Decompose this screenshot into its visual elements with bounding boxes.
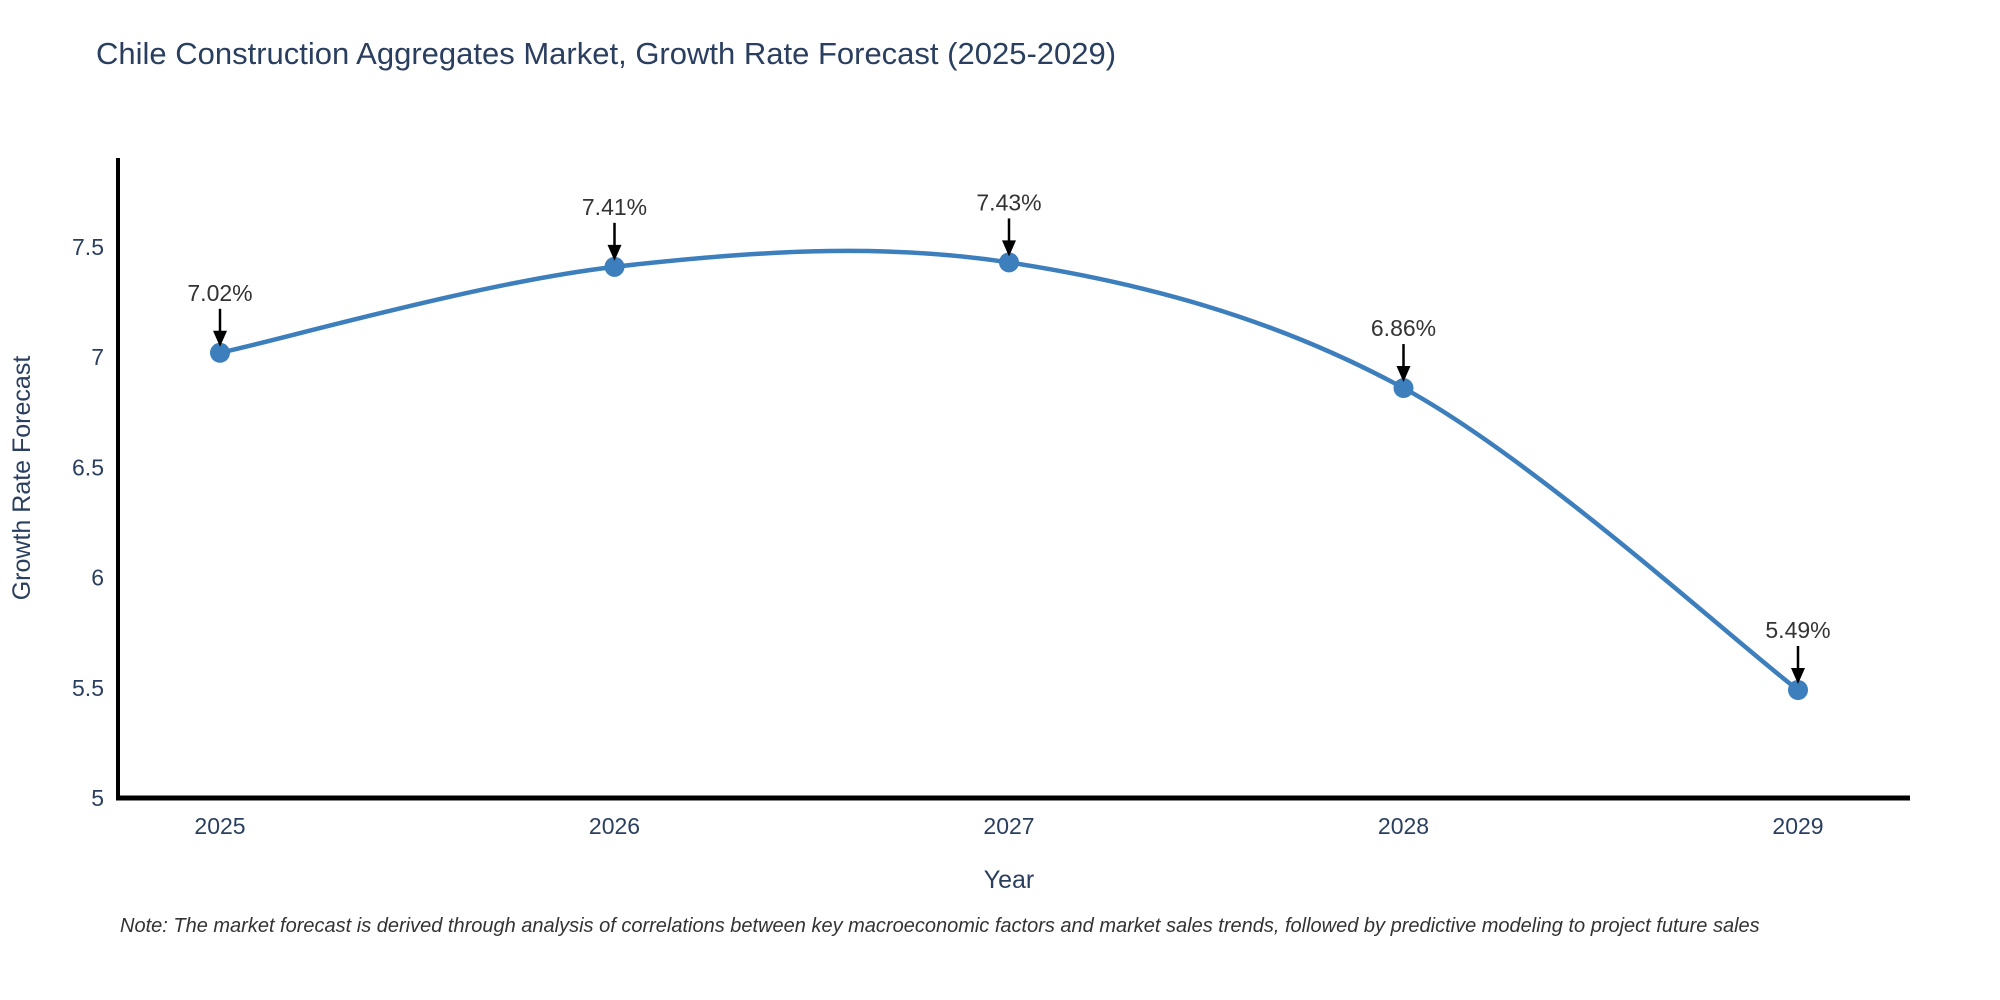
y-tick-label: 7.5 xyxy=(72,234,104,260)
x-axis-title: Year xyxy=(984,866,1035,894)
data-point-marker[interactable] xyxy=(604,256,625,277)
data-point-label: 5.49% xyxy=(1765,617,1830,643)
y-tick-label: 5 xyxy=(91,785,104,811)
y-tick-label: 6.5 xyxy=(72,454,104,480)
y-tick-label: 6 xyxy=(91,565,104,591)
data-point-marker[interactable] xyxy=(999,252,1019,273)
data-point-label: 7.02% xyxy=(187,280,252,306)
data-point-label: 7.41% xyxy=(582,194,647,220)
forecast-line xyxy=(217,248,1801,693)
x-tick-label: 2025 xyxy=(194,813,245,839)
data-point-label: 6.86% xyxy=(1371,315,1436,341)
x-tick-label: 2029 xyxy=(1772,813,1823,839)
data-point-label: 7.43% xyxy=(976,189,1041,215)
annotation-arrowhead xyxy=(1396,366,1411,383)
y-tick-label: 5.5 xyxy=(72,675,104,701)
x-tick-label: 2026 xyxy=(589,813,640,839)
data-point-marker[interactable] xyxy=(210,342,230,363)
x-tick-label: 2027 xyxy=(983,813,1034,839)
data-point-marker[interactable] xyxy=(1393,378,1414,399)
x-tick-label: 2028 xyxy=(1378,813,1429,839)
y-axis-title: Growth Rate Forecast xyxy=(8,356,36,601)
chart-title: Chile Construction Aggregates Market, Gr… xyxy=(96,36,1117,71)
footnote: Note: The market forecast is derived thr… xyxy=(120,915,1760,937)
annotation-arrowhead xyxy=(213,330,227,347)
annotation-arrowhead xyxy=(607,244,622,261)
y-tick-label: 7 xyxy=(91,344,104,370)
data-point-marker[interactable] xyxy=(1788,680,1808,701)
annotation-arrowhead xyxy=(1002,240,1016,257)
annotation-arrowhead xyxy=(1791,668,1805,685)
